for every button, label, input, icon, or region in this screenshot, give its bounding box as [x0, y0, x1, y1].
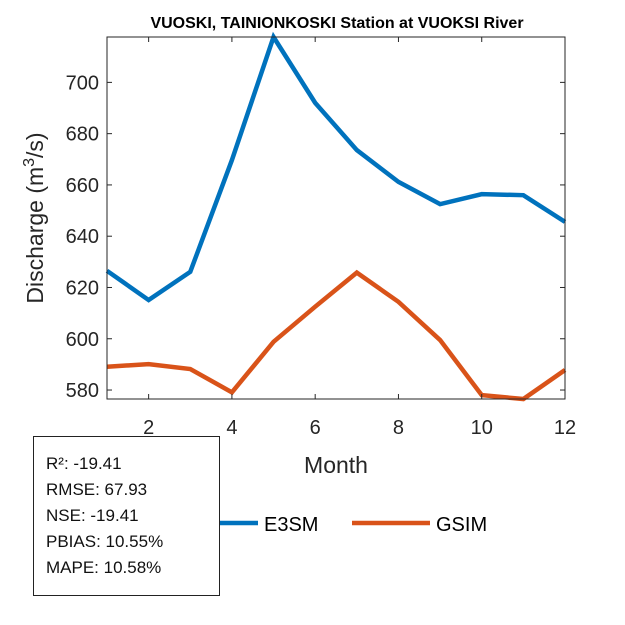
- series-line-gsim: [106, 269, 567, 402]
- y-tick-label: 580: [66, 380, 99, 402]
- y-axis-label: Discharge (m3/s): [21, 132, 48, 303]
- y-tick-label: 700: [66, 72, 99, 94]
- x-tick-label: 10: [471, 417, 493, 439]
- stats-box: R²: -19.41 RMSE: 67.93 NSE: -19.41 PBIAS…: [33, 436, 220, 596]
- x-tick-label: 8: [393, 417, 404, 439]
- y-tick-label: 680: [66, 124, 99, 146]
- series-line-e3sm: [105, 31, 567, 303]
- y-tick-label: 600: [66, 329, 99, 351]
- chart-title: VUOSKI, TAINIONKOSKI Station at VUOKSI R…: [150, 15, 523, 32]
- legend-label-e3sm: E3SM: [264, 514, 318, 536]
- x-tick-label: 6: [310, 417, 321, 439]
- y-tick-label: 660: [66, 175, 99, 197]
- stat-nse: NSE: -19.41: [46, 506, 139, 525]
- y-tick-label: 640: [66, 226, 99, 248]
- stat-r2: R²: -19.41: [46, 454, 122, 473]
- x-axis-label: Month: [304, 452, 368, 478]
- x-tick-label: 12: [554, 417, 576, 439]
- axes-box: [106, 36, 566, 400]
- stat-mape: MAPE: 10.58%: [46, 558, 162, 577]
- x-tick-label: 2: [143, 417, 154, 439]
- legend-label-gsim: GSIM: [436, 514, 487, 536]
- x-tick-label: 4: [226, 417, 237, 439]
- stat-rmse: RMSE: 67.93: [46, 480, 148, 499]
- y-tick-label: 620: [66, 277, 99, 299]
- stat-pbias: PBIAS: 10.55%: [46, 532, 164, 551]
